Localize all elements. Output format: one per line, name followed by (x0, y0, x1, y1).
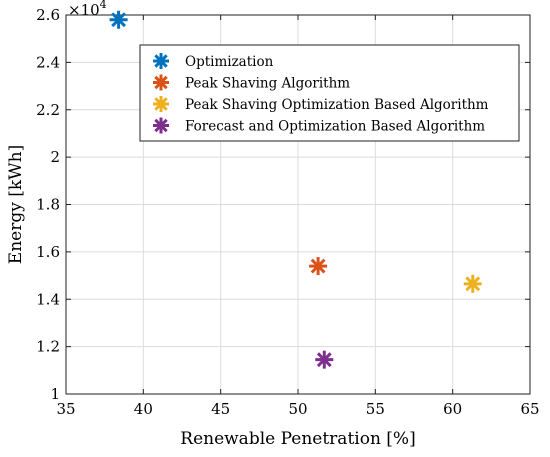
y-tick-label: 1.4 (36, 290, 60, 308)
legend-label: Peak Shaving Algorithm (185, 76, 350, 92)
y-tick-label: 2.6 (36, 6, 60, 24)
legend-box (139, 44, 520, 142)
legend-label: Forecast and Optimization Based Algorith… (185, 119, 485, 135)
data-points (109, 10, 482, 369)
x-axis: 35 40 45 50 55 60 65 (56, 15, 540, 418)
legend-marker (153, 96, 169, 112)
x-tick-label: 55 (366, 400, 385, 418)
y-tick-label: 1.2 (36, 338, 60, 356)
data-point (463, 274, 482, 293)
data-point (315, 350, 334, 369)
legend-marker (153, 53, 169, 69)
x-tick-label: 45 (211, 400, 230, 418)
y-axis: 1 1.2 1.4 1.6 1.8 2 2.2 2.4 2.6 (36, 6, 530, 403)
x-tick-label: 60 (443, 400, 462, 418)
x-tick-label: 65 (520, 400, 539, 418)
x-tick-label: 35 (56, 400, 75, 418)
legend-marker (153, 117, 169, 134)
y-tick-label: 1 (50, 385, 60, 403)
x-tick-label: 50 (288, 400, 307, 418)
x-tick-label: 40 (134, 400, 153, 418)
data-point (109, 10, 128, 29)
data-point (309, 257, 328, 276)
y-tick-label: 1.8 (36, 196, 60, 214)
y-tick-label: 2.2 (36, 101, 60, 119)
x-axis-label: Renewable Penetration [%] (180, 429, 415, 449)
y-exponent-label: ×104 (68, 0, 107, 19)
legend-label: Optimization (185, 54, 274, 70)
y-tick-label: 2.4 (36, 53, 60, 71)
y-axis-label: Energy [kWh] (6, 145, 26, 264)
legend: Optimization Peak Shaving Algorithm Peak S… (139, 44, 520, 142)
y-tick-label: 2 (50, 148, 60, 166)
legend-marker (153, 74, 169, 91)
legend-label: Peak Shaving Optimization Based Algorith… (185, 97, 489, 113)
y-tick-label: 1.6 (36, 243, 60, 261)
